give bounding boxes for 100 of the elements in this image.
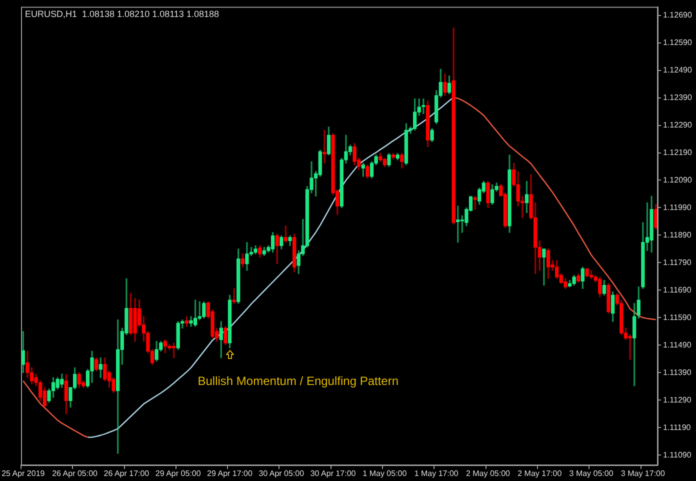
y-tick-label: 1.12690 (663, 10, 692, 20)
candlestick (193, 300, 198, 327)
candlestick (26, 350, 30, 378)
candlestick (456, 206, 460, 243)
candlestick (546, 248, 550, 279)
candlestick (564, 278, 568, 289)
x-tick-label: 25 Apr 2019 (2, 469, 46, 478)
candlestick (598, 276, 602, 298)
candlestick (443, 74, 447, 96)
candlestick (352, 143, 356, 166)
x-tick-label: 29 Apr 17:00 (207, 469, 253, 478)
candlestick (589, 270, 594, 279)
candlestick (322, 130, 326, 164)
candlestick (90, 350, 94, 383)
candlestick (628, 334, 632, 360)
candlestick (632, 303, 636, 386)
candlestick (447, 75, 452, 94)
y-tick-label: 1.11590 (663, 312, 692, 322)
candlestick (610, 292, 615, 322)
annotation: Bullish Momentum / Engulfing Pattern (198, 374, 399, 388)
candlestick (60, 374, 64, 388)
y-tick-label: 1.11490 (663, 340, 692, 350)
x-tick-label: 3 May 17:00 (620, 469, 666, 478)
candlestick (168, 344, 172, 350)
x-tick-label: 29 Apr 05:00 (155, 469, 202, 478)
candlestick (422, 98, 426, 114)
candlestick (404, 123, 408, 166)
y-tick-label: 1.11390 (663, 368, 692, 377)
chart-title: EURUSD,H1 1.08138 1.08210 1.08113 1.08188 (25, 8, 219, 19)
candlestick (224, 326, 228, 345)
candlestick (189, 316, 193, 327)
candlestick (636, 286, 640, 319)
candlestick (508, 154, 512, 233)
y-tick-label: 1.11990 (663, 202, 692, 212)
candlestick (572, 275, 576, 286)
candlestick (606, 283, 610, 314)
candlestick (288, 235, 292, 246)
candlestick (77, 372, 81, 388)
candlestick (400, 152, 404, 168)
y-tick-label: 1.12190 (663, 148, 692, 157)
y-tick-label: 1.12490 (663, 65, 692, 74)
x-tick-label: 26 Apr 17:00 (104, 469, 150, 478)
y-tick-label: 1.12290 (663, 120, 692, 130)
candlestick (202, 301, 206, 319)
candlestick (184, 316, 189, 327)
y-tick-label: 1.11890 (663, 230, 692, 240)
x-tick-label: 2 May 17:00 (518, 469, 562, 478)
candlestick (219, 321, 223, 358)
candlestick (228, 294, 232, 348)
candlestick (412, 98, 417, 131)
candlestick (254, 245, 258, 254)
candlestick (602, 280, 606, 296)
y-tick-label: 1.12590 (663, 38, 692, 48)
y-tick-label: 1.12090 (663, 175, 692, 184)
candlestick (176, 321, 180, 350)
candlestick (326, 126, 331, 156)
candlestick (232, 288, 236, 304)
candlestick (452, 28, 456, 225)
x-tick-label: 3 May 05:00 (569, 469, 614, 478)
candlestick (490, 184, 494, 205)
candlestick (576, 273, 580, 282)
candlestick (133, 298, 137, 342)
candlestick (585, 268, 589, 278)
candlestick (387, 152, 391, 167)
candlestick (240, 254, 244, 268)
candlestick (128, 293, 133, 336)
candlestick (245, 242, 249, 271)
candlestick (103, 357, 107, 382)
candlestick (94, 357, 98, 372)
y-tick-label: 1.11690 (663, 285, 692, 294)
candlestick (382, 158, 387, 167)
y-tick-label: 1.11090 (663, 450, 692, 460)
candlestick (236, 248, 240, 304)
y-tick-label: 1.11190 (663, 422, 692, 432)
candlestick (524, 181, 529, 214)
candlestick (366, 164, 370, 178)
x-tick-label: 26 Apr 05:00 (52, 469, 98, 478)
candlestick (542, 248, 546, 286)
y-tick-label: 1.12390 (663, 92, 692, 102)
candlestick (154, 340, 158, 362)
candlestick (64, 374, 68, 414)
candlestick (641, 222, 645, 289)
x-tick-label: 2 May 05:00 (466, 469, 511, 478)
candlestick (116, 320, 120, 454)
candlestick (318, 150, 322, 177)
y-tick-label: 1.11790 (663, 258, 692, 267)
candlestick (280, 235, 284, 250)
candlestick (270, 232, 275, 253)
candlestick (98, 357, 102, 378)
candlestick (650, 196, 654, 253)
y-tick-label: 1.11290 (663, 395, 692, 404)
candlestick (275, 234, 279, 264)
x-tick-label: 1 May 17:00 (414, 469, 459, 478)
x-tick-label: 30 Apr 17:00 (310, 469, 356, 478)
candlestick (580, 266, 585, 289)
candlestick (426, 100, 430, 148)
candlestick (430, 128, 434, 142)
x-tick-label: 1 May 05:00 (362, 469, 408, 478)
candlestick (486, 181, 490, 208)
candlestick (473, 196, 477, 210)
